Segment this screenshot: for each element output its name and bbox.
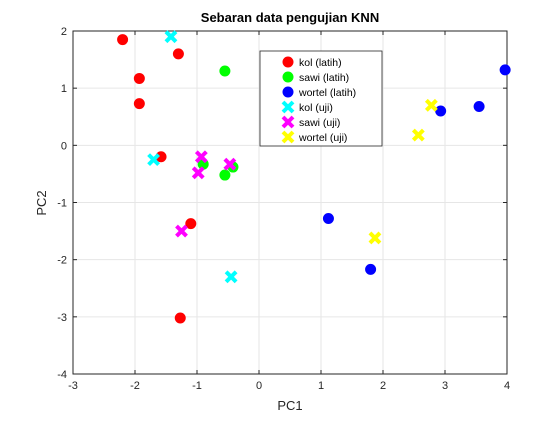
legend-label: wortel (latih) [298,87,356,99]
legend-marker [282,71,294,83]
chart-title: Sebaran data pengujian KNN [201,10,379,25]
y-tick-label: 1 [61,83,67,95]
x-marker-stroke [424,98,438,112]
x-marker-stroke [368,231,382,245]
y-tick-label: -4 [57,369,67,381]
data-point-series-4 [194,150,208,164]
x-tick-label: -1 [192,380,202,392]
legend-label: kol (uji) [299,102,333,114]
x-marker-stroke [281,100,295,114]
x-marker-stroke [281,130,295,144]
x-marker-stroke [224,270,238,284]
data-point-series-0 [172,48,184,60]
data-point-series-2 [365,263,377,275]
y-tick-label: -1 [57,198,67,210]
x-tick-label: 4 [504,380,510,392]
x-marker-stroke [175,224,188,238]
x-tick-label: 1 [318,380,324,392]
data-point-series-5 [368,231,382,245]
x-marker-stroke [164,30,178,44]
legend-label: wortel (uji) [298,132,347,144]
legend-box [259,50,383,147]
data-points [117,30,511,324]
x-marker-stroke [194,150,208,164]
legend-marker [282,56,294,68]
x-tick-label: 0 [256,380,262,392]
data-point-series-5 [411,128,425,142]
legend-label: sawi (uji) [299,117,340,129]
legend-label: sawi (latih) [299,72,349,84]
data-point-series-4 [175,224,188,238]
legend-items: kol (latih) sawi (latih) wortel (latih) kol… [281,56,356,144]
data-point-series-2 [473,100,485,112]
data-point-series-0 [117,34,129,46]
data-point-series-0 [133,72,145,84]
legend-label: kol (latih) [299,57,342,69]
x-marker-stroke [223,157,237,171]
legend-marker [281,115,295,129]
data-point-series-0 [185,218,197,230]
legend-marker [282,86,294,98]
data-point-series-2 [435,105,447,117]
data-point-series-3 [147,153,161,167]
x-marker-stroke [191,166,205,180]
y-tick-label: -2 [57,255,67,267]
data-point-series-5 [424,98,438,112]
data-point-series-1 [219,65,231,77]
x-tick-label: 2 [380,380,386,392]
x-tick-label: 3 [442,380,448,392]
x-tick-label: -3 [68,380,78,392]
x-tick-label: -2 [130,380,140,392]
x-axis-label: PC1 [277,398,302,413]
y-tick-label: 2 [61,26,67,38]
legend-marker [281,130,295,144]
legend: kol (latih) sawi (latih) wortel (latih) kol… [259,50,383,147]
data-point-series-1 [219,169,231,181]
y-tick-label: 0 [61,140,67,152]
x-marker-stroke [411,128,425,142]
data-point-series-2 [322,213,334,225]
legend-marker [281,100,295,114]
data-point-series-4 [223,157,237,171]
x-marker-stroke [281,115,295,129]
y-tick-label: -3 [57,312,67,324]
data-point-series-0 [133,98,145,110]
data-point-series-3 [224,270,238,284]
data-point-series-4 [191,166,205,180]
data-point-series-0 [174,312,186,324]
data-point-series-2 [499,64,511,76]
y-axis-label: PC2 [34,190,49,215]
data-point-series-3 [164,30,178,44]
x-marker-stroke [147,153,161,167]
